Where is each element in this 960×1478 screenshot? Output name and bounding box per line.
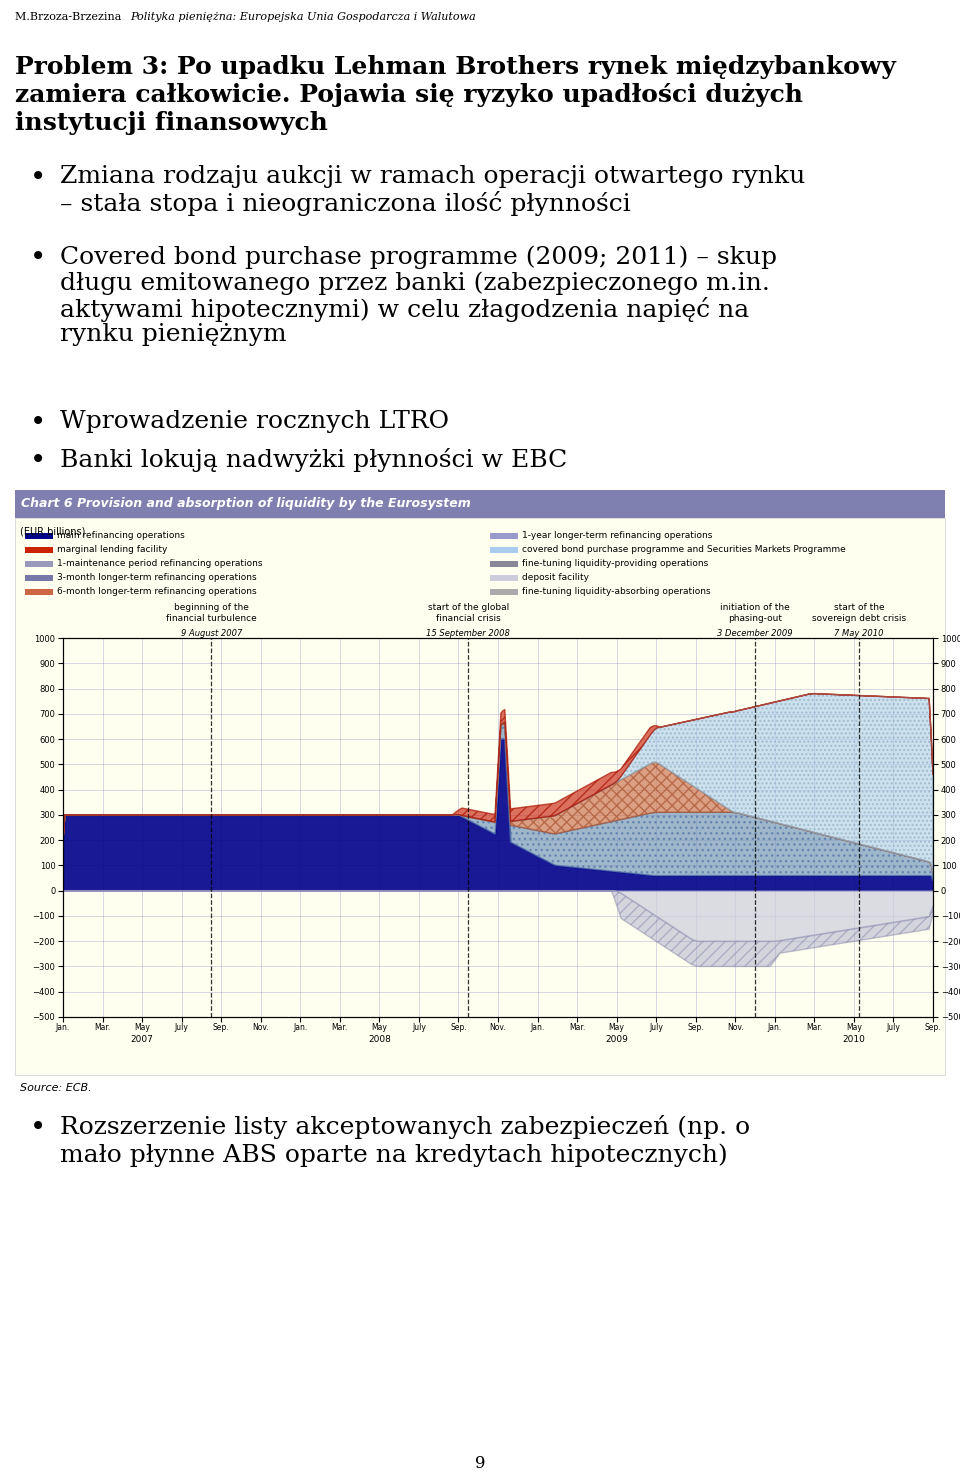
Text: M.Brzoza-Brzezina: M.Brzoza-Brzezina bbox=[15, 12, 125, 22]
Text: aktywami hipotecznymi) w celu złagodzenia napięć na: aktywami hipotecznymi) w celu złagodzeni… bbox=[60, 297, 749, 322]
Text: instytucji finansowych: instytucji finansowych bbox=[15, 111, 328, 134]
Text: 2007: 2007 bbox=[131, 1035, 154, 1043]
Text: 3-month longer-term refinancing operations: 3-month longer-term refinancing operatio… bbox=[57, 573, 256, 582]
Text: Chart 6 Provision and absorption of liquidity by the Eurosystem: Chart 6 Provision and absorption of liqu… bbox=[21, 498, 470, 510]
Text: marginal lending facility: marginal lending facility bbox=[57, 545, 167, 554]
Text: długu emitowanego przez banki (zabezpieczonego m.in.: długu emitowanego przez banki (zabezpiec… bbox=[60, 270, 770, 294]
FancyBboxPatch shape bbox=[25, 534, 53, 539]
Text: 9: 9 bbox=[475, 1454, 485, 1472]
Text: 1-year longer-term refinancing operations: 1-year longer-term refinancing operation… bbox=[522, 532, 712, 541]
Text: beginning of the
financial turbulence: beginning of the financial turbulence bbox=[166, 603, 256, 622]
Text: Covered bond purchase programme (2009; 2011) – skup: Covered bond purchase programme (2009; 2… bbox=[60, 245, 777, 269]
Text: 3 December 2009: 3 December 2009 bbox=[717, 630, 793, 638]
Text: fine-tuning liquidity-providing operations: fine-tuning liquidity-providing operatio… bbox=[522, 560, 708, 569]
Text: 6-month longer-term refinancing operations: 6-month longer-term refinancing operatio… bbox=[57, 587, 256, 597]
FancyBboxPatch shape bbox=[490, 562, 518, 568]
Text: Polityka pieniężna: Europejska Unia Gospodarcza i Walutowa: Polityka pieniężna: Europejska Unia Gosp… bbox=[130, 12, 476, 22]
Text: •: • bbox=[30, 448, 46, 474]
Text: (EUR billions): (EUR billions) bbox=[20, 526, 85, 537]
Text: 1-maintenance period refinancing operations: 1-maintenance period refinancing operati… bbox=[57, 560, 262, 569]
Text: Source: ECB.: Source: ECB. bbox=[20, 1083, 91, 1094]
FancyBboxPatch shape bbox=[490, 590, 518, 596]
Text: •: • bbox=[30, 1114, 46, 1142]
Text: •: • bbox=[30, 245, 46, 272]
Text: 2010: 2010 bbox=[843, 1035, 865, 1043]
FancyBboxPatch shape bbox=[25, 562, 53, 568]
Text: Wprowadzenie rocznych LTRO: Wprowadzenie rocznych LTRO bbox=[60, 409, 449, 433]
Text: zamiera całkowicie. Pojawia się ryzyko upadłości dużych: zamiera całkowicie. Pojawia się ryzyko u… bbox=[15, 83, 803, 106]
Text: 2009: 2009 bbox=[605, 1035, 628, 1043]
Text: 9 August 2007: 9 August 2007 bbox=[180, 630, 242, 638]
FancyBboxPatch shape bbox=[490, 547, 518, 553]
FancyBboxPatch shape bbox=[25, 575, 53, 581]
Text: Zmiana rodzaju aukcji w ramach operacji otwartego rynku: Zmiana rodzaju aukcji w ramach operacji … bbox=[60, 166, 805, 188]
Text: Rozszerzenie listy akceptowanych zabezpieczeń (np. o: Rozszerzenie listy akceptowanych zabezpi… bbox=[60, 1114, 750, 1140]
FancyBboxPatch shape bbox=[25, 590, 53, 596]
Text: 2008: 2008 bbox=[368, 1035, 391, 1043]
Text: main refinancing operations: main refinancing operations bbox=[57, 532, 184, 541]
Text: start of the global
financial crisis: start of the global financial crisis bbox=[428, 603, 509, 622]
Text: Problem 3: Po upadku Lehman Brothers rynek międzybankowy: Problem 3: Po upadku Lehman Brothers ryn… bbox=[15, 55, 896, 78]
FancyBboxPatch shape bbox=[25, 547, 53, 553]
Text: initiation of the
phasing-out: initiation of the phasing-out bbox=[720, 603, 790, 622]
Text: – stała stopa i nieograniczona ilość płynności: – stała stopa i nieograniczona ilość pły… bbox=[60, 191, 631, 216]
Text: deposit facility: deposit facility bbox=[522, 573, 589, 582]
Text: fine-tuning liquidity-absorbing operations: fine-tuning liquidity-absorbing operatio… bbox=[522, 587, 710, 597]
Text: rynku pieniężnym: rynku pieniężnym bbox=[60, 324, 286, 346]
Text: covered bond purchase programme and Securities Markets Programme: covered bond purchase programme and Secu… bbox=[522, 545, 846, 554]
FancyBboxPatch shape bbox=[15, 517, 945, 1075]
FancyBboxPatch shape bbox=[15, 491, 945, 517]
Text: Banki lokują nadwyżki płynności w EBC: Banki lokują nadwyżki płynności w EBC bbox=[60, 448, 567, 471]
FancyBboxPatch shape bbox=[490, 575, 518, 581]
Text: •: • bbox=[30, 409, 46, 437]
Text: mało płynne ABS oparte na kredytach hipotecznych): mało płynne ABS oparte na kredytach hipo… bbox=[60, 1142, 728, 1166]
Text: 7 May 2010: 7 May 2010 bbox=[834, 630, 883, 638]
Text: start of the
sovereign debt crisis: start of the sovereign debt crisis bbox=[812, 603, 906, 622]
Text: •: • bbox=[30, 166, 46, 192]
FancyBboxPatch shape bbox=[490, 534, 518, 539]
Text: 15 September 2008: 15 September 2008 bbox=[426, 630, 511, 638]
